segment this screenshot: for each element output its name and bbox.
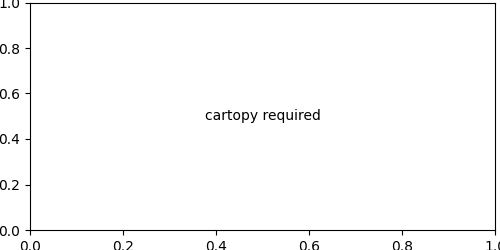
Text: cartopy required: cartopy required [204,109,320,123]
